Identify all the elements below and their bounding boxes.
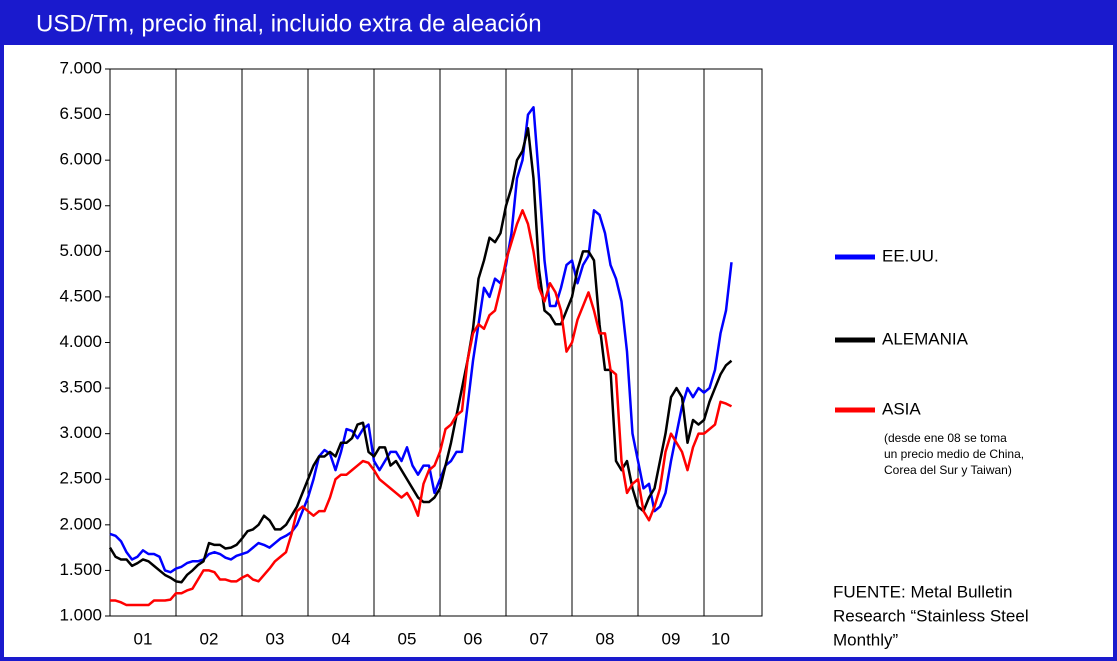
- x-tick-label: 03: [266, 629, 285, 648]
- legend-note: (desde ene 08 se toma: [884, 431, 1007, 445]
- source-note: Research “Stainless Steel: [833, 606, 1029, 625]
- source-note: Monthly”: [833, 630, 899, 649]
- x-tick-label: 09: [662, 629, 681, 648]
- y-tick-label: 2.500: [59, 469, 102, 488]
- y-tick-label: 4.000: [59, 332, 102, 351]
- legend-note: Corea del Sur y Taiwan): [884, 463, 1012, 477]
- legend-label: ASIA: [882, 399, 921, 418]
- y-tick-label: 2.000: [59, 514, 102, 533]
- series-line: [110, 209, 733, 607]
- y-tick-label: 1.000: [59, 605, 102, 624]
- y-tick-label: 7.000: [59, 58, 102, 77]
- header: [0, 0, 1117, 45]
- y-tick-label: 6.000: [59, 150, 102, 169]
- y-tick-label: 4.500: [59, 286, 102, 305]
- y-tick-label: 5.000: [59, 241, 102, 260]
- x-tick-label: 04: [332, 629, 351, 648]
- legend-label: ALEMANIA: [882, 329, 969, 348]
- source-note: FUENTE: Metal Bulletin: [833, 582, 1013, 601]
- y-tick-label: 5.500: [59, 195, 102, 214]
- y-tick-label: 3.000: [59, 423, 102, 442]
- x-tick-label: 01: [134, 629, 153, 648]
- x-tick-label: 05: [398, 629, 417, 648]
- x-tick-label: 07: [530, 629, 549, 648]
- y-tick-label: 1.500: [59, 560, 102, 579]
- legend-note: un precio medio de China,: [884, 447, 1024, 461]
- x-tick-label: 06: [464, 629, 483, 648]
- y-tick-label: 3.500: [59, 378, 102, 397]
- legend-label: EE.UU.: [882, 246, 939, 265]
- x-tick-label: 02: [200, 629, 219, 648]
- series-line: [109, 106, 733, 574]
- x-tick-label: 08: [596, 629, 615, 648]
- chart-title: USD/Tm, precio final, incluido extra de …: [36, 10, 542, 37]
- y-tick-label: 6.500: [59, 104, 102, 123]
- x-tick-label: 10: [711, 629, 730, 648]
